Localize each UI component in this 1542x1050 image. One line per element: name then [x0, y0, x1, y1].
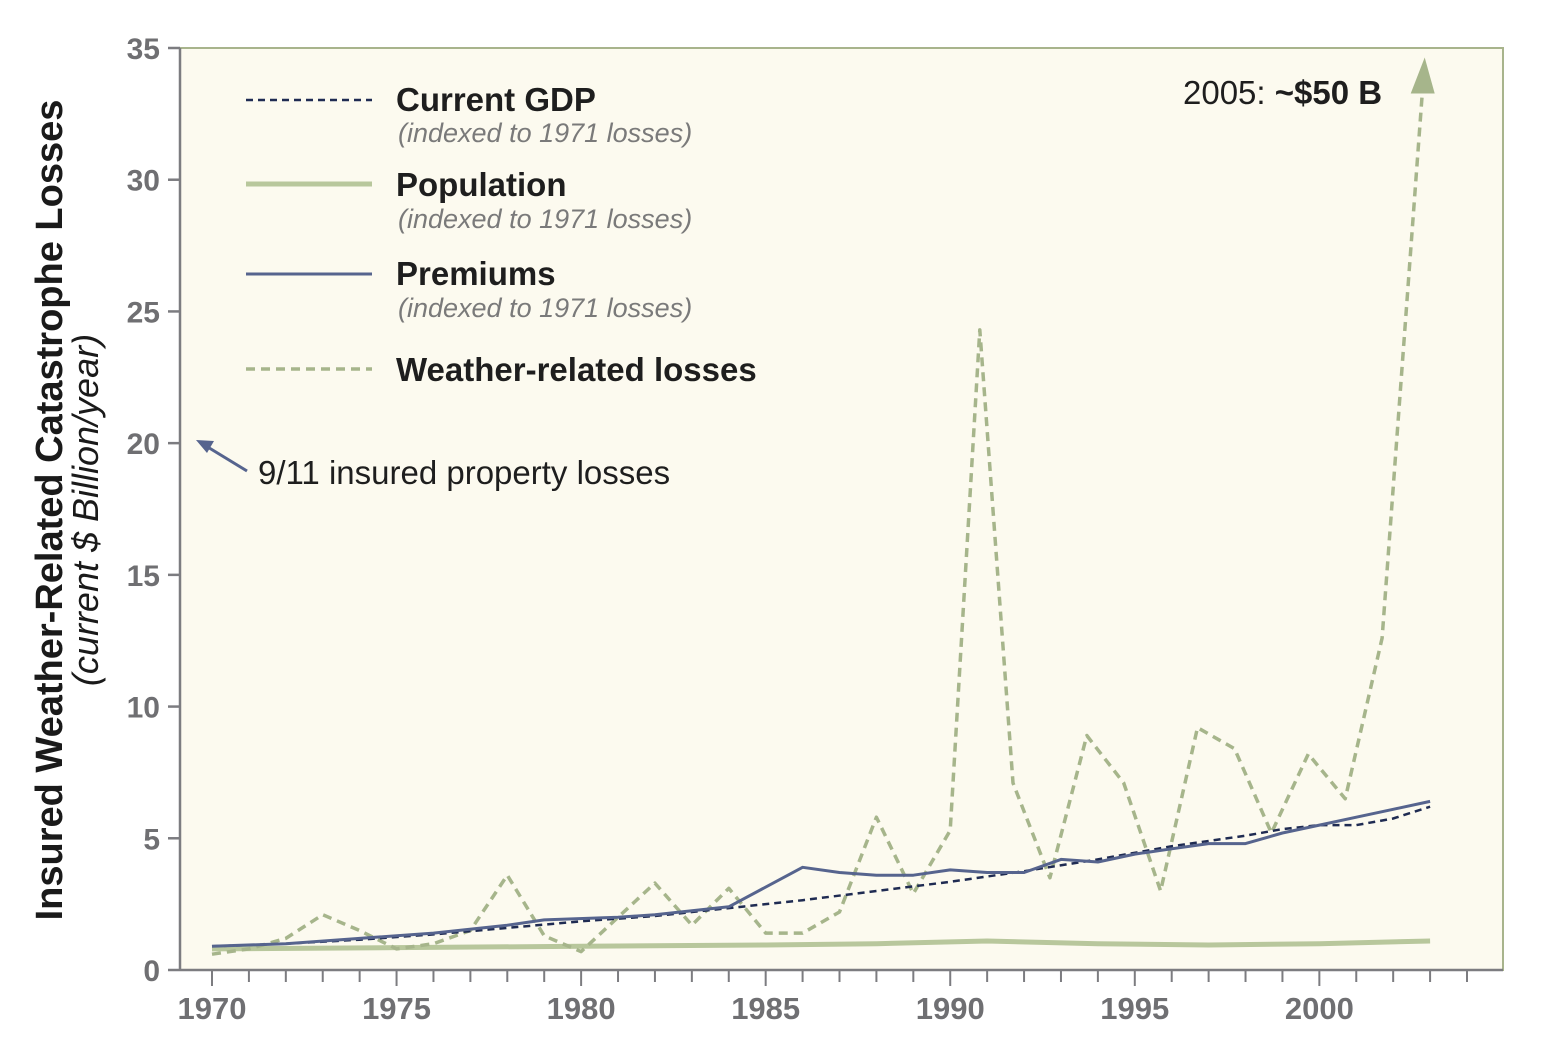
x-tick-label: 1995 — [1100, 991, 1169, 1026]
x-axis: 1970 1975 1980 1985 1990 1995 2000 — [178, 970, 1468, 1026]
x-tick-label: 1980 — [547, 991, 616, 1026]
annotation-911-arrowhead — [196, 440, 214, 453]
annotation-2005-prefix: 2005: — [1183, 74, 1275, 111]
series-line-premiums — [211, 799, 1431, 948]
y-axis: 0 5 10 15 20 25 30 35 — [127, 33, 180, 988]
y-axis-units: (current $ Billion/year) — [65, 334, 106, 686]
weather-losses-arrowhead — [1410, 57, 1435, 94]
legend: Current GDP (indexed to 1971 losses) Pop… — [246, 81, 757, 388]
legend-sub-premiums: (indexed to 1971 losses) — [398, 293, 692, 323]
y-tick-label: 5 — [143, 823, 160, 856]
legend-label-premiums: Premiums — [396, 255, 556, 292]
legend-sub-gdp: (indexed to 1971 losses) — [398, 118, 692, 148]
y-tick-label: 10 — [127, 692, 160, 725]
y-tick-label: 30 — [127, 165, 160, 198]
series-line-weather-related-losses — [211, 87, 1425, 956]
series-layer — [211, 57, 1435, 956]
x-tick-label: 1985 — [731, 991, 800, 1026]
legend-label-population: Population — [396, 166, 566, 203]
plot-area — [179, 47, 1504, 971]
annotations: 9/11 insured property losses 2005: ~$50 … — [196, 74, 1382, 491]
y-tick-label: 0 — [143, 955, 160, 988]
y-tick-label: 15 — [127, 560, 160, 593]
x-tick-label: 1970 — [178, 991, 247, 1026]
legend-sub-population: (indexed to 1971 losses) — [398, 204, 692, 234]
x-tick-label: 2000 — [1285, 991, 1354, 1026]
annotation-2005: 2005: ~$50 B — [1183, 74, 1382, 111]
annotation-911-arrow-line — [205, 444, 248, 473]
y-axis-title: Insured Weather-Related Catastrophe Loss… — [29, 100, 106, 921]
x-tick-label: 1990 — [916, 991, 985, 1026]
annotation-2005-value: ~$50 B — [1275, 74, 1382, 111]
y-axis-label: Insured Weather-Related Catastrophe Loss… — [29, 100, 71, 921]
y-tick-label: 25 — [127, 296, 160, 329]
legend-label-gdp: Current GDP — [396, 81, 596, 118]
series-line-population — [211, 938, 1431, 952]
annotation-911: 9/11 insured property losses — [258, 454, 670, 491]
x-tick-label: 1975 — [362, 991, 431, 1026]
legend-label-weather-losses: Weather-related losses — [396, 351, 757, 388]
y-tick-label: 35 — [127, 33, 160, 66]
y-tick-label: 20 — [127, 428, 160, 461]
